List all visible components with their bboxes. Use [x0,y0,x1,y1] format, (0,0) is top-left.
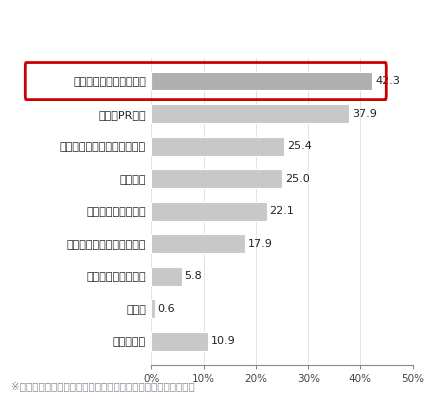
Text: 25.4: 25.4 [286,141,311,151]
Text: 10.9: 10.9 [211,336,235,346]
Bar [151,137,283,156]
Text: 0.6: 0.6 [157,304,174,314]
Bar [151,299,154,318]
Text: ※「新たに設定した予算」＝コンテンツマーケティング用の予算: ※「新たに設定した予算」＝コンテンツマーケティング用の予算 [11,381,194,391]
Text: [03]  コンテンツマーケティングの予算の出所: [03] コンテンツマーケティングの予算の出所 [11,12,212,26]
Bar [151,72,371,91]
Text: 17.9: 17.9 [247,239,272,249]
Bar [151,202,266,220]
Bar [151,104,349,123]
Text: 37.9: 37.9 [351,109,376,119]
Bar [151,267,181,286]
Text: （複数回答、n=605）: （複数回答、n=605） [339,34,427,47]
Text: 5.8: 5.8 [184,271,201,281]
Bar [151,332,208,351]
Text: 42.3: 42.3 [374,76,399,86]
Bar [151,169,281,188]
Bar [151,234,244,253]
Text: 25.0: 25.0 [284,173,309,184]
Text: 22.1: 22.1 [269,206,294,216]
